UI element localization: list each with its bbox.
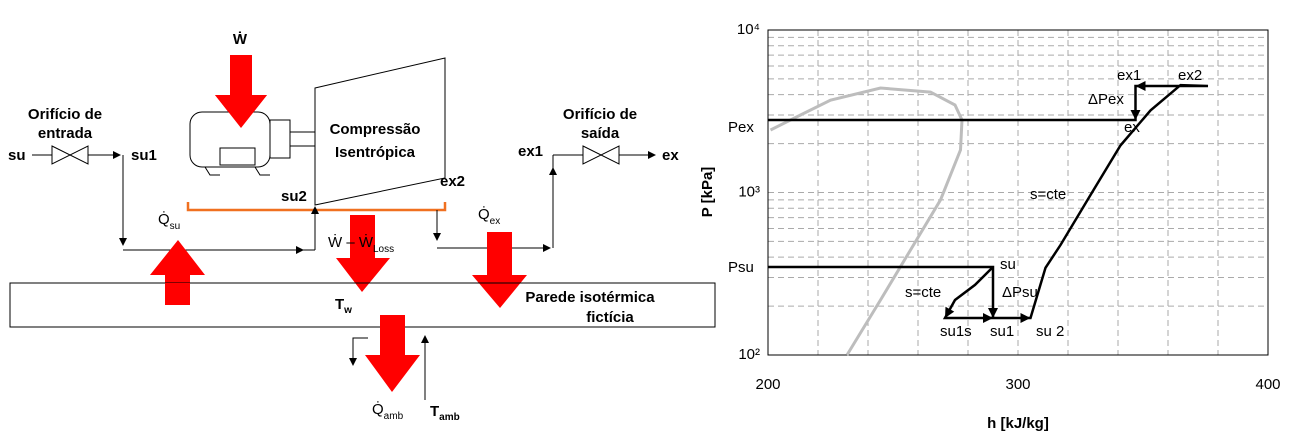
q-amb-main: Q̇ [372, 401, 384, 418]
q-su-label: Q̇su [158, 211, 180, 232]
x-tick-label: 200 [755, 376, 780, 393]
w-net-sub: Loss [373, 244, 394, 255]
annotation: su1 [990, 323, 1014, 340]
series-line [768, 85, 1208, 318]
t-w-main: T [335, 296, 344, 313]
ex-label: ex [662, 147, 679, 164]
outlet-label: Orifício de [563, 106, 637, 123]
su2-label: su2 [281, 188, 307, 205]
q-su-sub: su [170, 221, 181, 232]
motor [190, 112, 315, 175]
x-tick-label: 400 [1255, 376, 1280, 393]
annotation: su1s [940, 323, 972, 340]
red-arrow [165, 283, 487, 305]
y-axis-label: P [kPa] [699, 167, 716, 218]
outlet-label: saída [581, 125, 620, 142]
su1-label: su1 [131, 147, 157, 164]
arrowhead [1021, 313, 1031, 323]
annotation: su [1000, 256, 1016, 273]
pipe [353, 338, 368, 365]
x-axis-label: h [kJ/kg] [987, 415, 1049, 432]
y-tick-label: 10² [738, 346, 760, 363]
red-arrow [472, 232, 527, 308]
inlet-label: entrada [38, 125, 93, 142]
q-ex-main: Q̇ [478, 206, 490, 223]
t-amb-sub: amb [439, 412, 460, 423]
t-w-label: Tw [335, 296, 352, 316]
annotation: ΔPsu [1002, 284, 1038, 301]
q-ex-label: Q̇ex [478, 206, 500, 227]
annotation: Pex [728, 119, 754, 136]
annotation: s=cte [1030, 186, 1066, 203]
t-w-sub: w [343, 305, 352, 316]
w-net-main: Ẇ – Ẇ [328, 233, 374, 251]
y-tick-label: 10³ [738, 183, 760, 200]
annotation: ex1 [1117, 67, 1141, 84]
wall-label: Parede isotérmica [525, 289, 655, 306]
annotation: ex [1124, 119, 1140, 136]
ex1-label: ex1 [518, 143, 543, 160]
figure: Ẇ Compressão Isentrópica Orifício de ent… [0, 0, 1297, 437]
annotation: ΔPex [1088, 91, 1124, 108]
annotation: s=cte [905, 284, 941, 301]
t-amb-label: Tamb [430, 403, 460, 423]
t-amb-main: T [430, 403, 439, 420]
valve [583, 146, 619, 164]
x-tick-label: 300 [1005, 376, 1030, 393]
valve [52, 146, 88, 164]
inlet-label: Orifício de [28, 106, 102, 123]
diagram: Ẇ Compressão Isentrópica Orifício de ent… [8, 31, 715, 423]
su-label: su [8, 147, 26, 164]
q-amb-sub: amb [384, 411, 404, 422]
page: Ẇ Compressão Isentrópica Orifício de ent… [0, 0, 1297, 437]
series-line [771, 88, 963, 355]
wall-label: fictícia [586, 309, 634, 326]
compressor-label: Compressão [330, 121, 421, 138]
ex2-label: ex2 [440, 173, 465, 190]
q-amb-label: Q̇amb [372, 401, 404, 422]
annotation: ex2 [1178, 67, 1202, 84]
annotation: su 2 [1036, 323, 1064, 340]
q-su-main: Q̇ [158, 211, 170, 228]
w-in-label: Ẇ [233, 31, 248, 48]
compressor-label: Isentrópica [335, 144, 416, 161]
y-tick-label: 10⁴ [737, 21, 760, 38]
q-ex-sub: ex [490, 216, 501, 227]
chart: P [kPa] h [kJ/kg] 200 300 400 10² 10³ 10⁴ Pex P… [699, 21, 1281, 432]
annotation: Psu [728, 259, 754, 276]
